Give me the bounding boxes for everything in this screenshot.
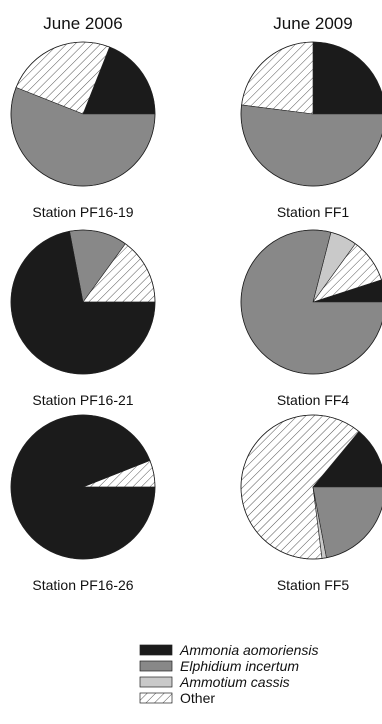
legend-label-ammonia-aomoriensis: Ammonia aomoriensis <box>179 642 319 658</box>
legend-label-elphidium-incertum: Elphidium incertum <box>180 658 299 674</box>
station-label-station-pf16-26: Station PF16-26 <box>32 577 133 593</box>
pie-station-ff1: Station FF1 <box>240 41 382 220</box>
legend-swatch-ammonia-aomoriensis <box>139 644 173 656</box>
column-title-june-2009: June 2009 <box>273 14 352 33</box>
pie-outline-station-pf16-19 <box>10 41 156 187</box>
station-label-station-ff4: Station FF4 <box>277 392 350 408</box>
legend-label-ammotium-cassis: Ammotium cassis <box>179 674 290 690</box>
pie-station-ff5: Station FF5 <box>240 414 382 593</box>
pie-slice-station-pf16-26-ammonia-aomoriensis <box>10 414 156 560</box>
pie-station-pf16-21: Station PF16-21 <box>10 229 156 408</box>
pie-slice-station-ff1-other <box>241 41 314 115</box>
pie-grid: Station PF16-19 Station FF1 Station PF16-2… <box>10 41 382 593</box>
pie-slice-station-ff1-ammonia-aomoriensis <box>312 41 382 115</box>
pie-slice-station-ff1-elphidium-incertum <box>240 104 382 187</box>
pie-outline-station-ff1 <box>240 41 382 187</box>
pie-outline-station-ff4 <box>240 229 382 375</box>
legend-label-other: Other <box>180 690 215 706</box>
station-label-station-pf16-21: Station PF16-21 <box>32 392 133 408</box>
station-label-station-ff1: Station FF1 <box>277 204 350 220</box>
station-label-station-ff5: Station FF5 <box>277 577 350 593</box>
legend-swatch-ammotium-cassis <box>139 676 173 688</box>
pie-station-ff4: Station FF4 <box>240 229 382 408</box>
pie-outline-station-pf16-26 <box>10 414 156 560</box>
pie-outline-station-pf16-21 <box>10 229 156 375</box>
legend-swatch-elphidium-incertum <box>139 660 173 672</box>
pie-station-pf16-26: Station PF16-26 <box>10 414 156 593</box>
legend-swatch-other <box>139 692 173 704</box>
pie-station-pf16-19: Station PF16-19 <box>10 41 156 220</box>
column-title-june-2006: June 2006 <box>43 14 122 33</box>
station-label-station-pf16-19: Station PF16-19 <box>32 204 133 220</box>
pie-outline-station-ff5 <box>240 414 382 560</box>
